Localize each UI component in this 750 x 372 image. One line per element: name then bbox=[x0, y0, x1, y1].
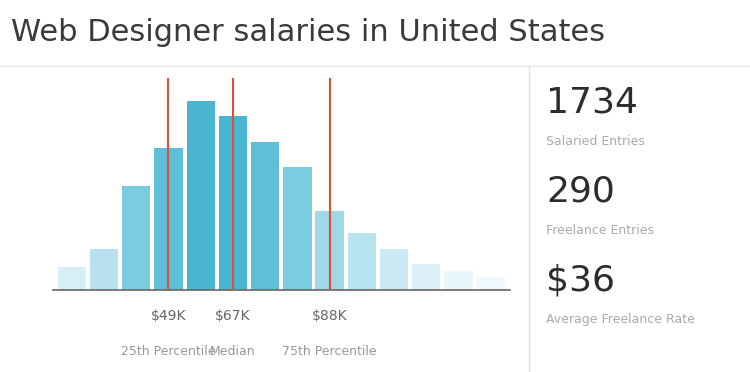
Bar bbox=[444, 271, 472, 290]
Bar bbox=[58, 267, 86, 290]
Text: Freelance Entries: Freelance Entries bbox=[546, 224, 654, 237]
Text: 75th Percentile: 75th Percentile bbox=[282, 345, 377, 358]
Bar bbox=[154, 148, 183, 290]
Text: 290: 290 bbox=[546, 174, 615, 209]
Bar bbox=[476, 277, 505, 290]
Bar bbox=[251, 142, 279, 290]
Bar bbox=[284, 167, 311, 290]
Bar bbox=[122, 186, 151, 290]
Text: Web Designer salaries in United States: Web Designer salaries in United States bbox=[11, 17, 605, 46]
Text: Median: Median bbox=[210, 345, 256, 358]
Text: $49K: $49K bbox=[151, 310, 186, 323]
Bar bbox=[219, 116, 247, 290]
Text: Salaried Entries: Salaried Entries bbox=[546, 135, 645, 148]
Bar bbox=[90, 248, 118, 290]
Text: 1734: 1734 bbox=[546, 85, 638, 119]
Bar bbox=[412, 264, 440, 290]
Bar bbox=[187, 101, 215, 290]
Text: 25th Percentile: 25th Percentile bbox=[122, 345, 216, 358]
Text: $88K: $88K bbox=[312, 310, 347, 323]
Bar bbox=[316, 211, 344, 290]
Bar bbox=[347, 233, 376, 290]
Text: Average Freelance Rate: Average Freelance Rate bbox=[546, 314, 695, 326]
Text: $67K: $67K bbox=[215, 310, 250, 323]
Bar bbox=[380, 248, 408, 290]
Text: $36: $36 bbox=[546, 264, 615, 298]
